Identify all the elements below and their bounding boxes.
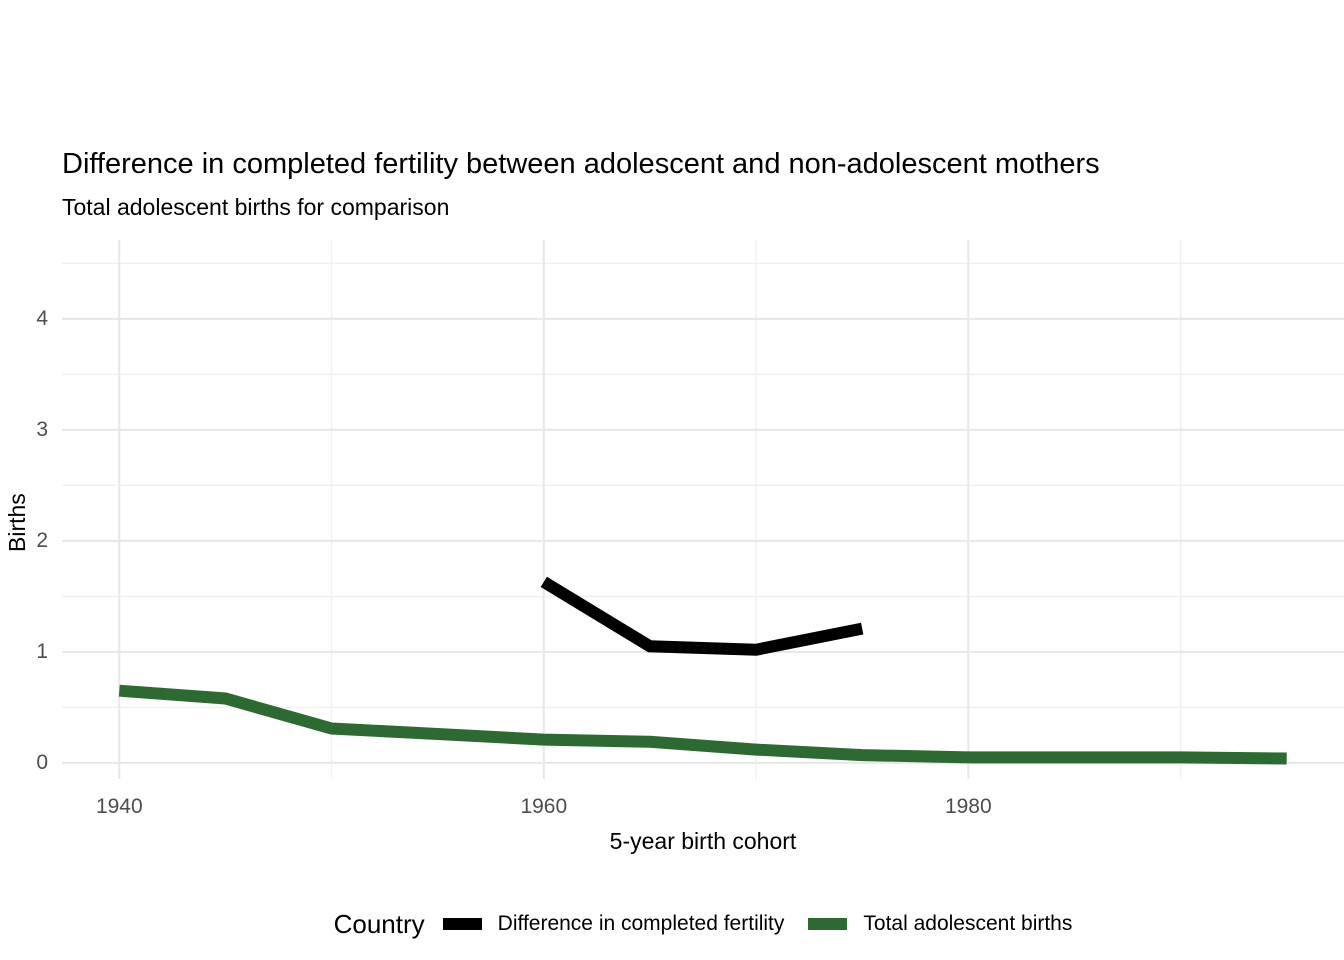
x-tick-label: 1980: [944, 795, 992, 818]
y-tick-label: 0: [36, 750, 48, 774]
legend-label: Total adolescent births: [863, 912, 1073, 935]
y-tick-label: 4: [36, 306, 48, 330]
chart-subtitle: Total adolescent births for comparison: [62, 194, 450, 220]
y-tick-label: 3: [36, 417, 48, 441]
legend-label: Difference in completed fertility: [497, 912, 785, 935]
legend-items: Difference in completed fertility Total a…: [442, 912, 1073, 936]
series-line-total-adolescent-births: [118, 684, 1287, 765]
legend: Country Difference in completed fertilit…: [62, 903, 1344, 945]
y-axis-title: Births: [4, 493, 30, 552]
x-tick-label: 1940: [95, 795, 143, 818]
y-tick-label: 1: [36, 639, 48, 663]
x-tick-label: 1960: [520, 795, 568, 818]
y-tick-label: 2: [36, 528, 48, 552]
legend-key-difference-in-completed-fertility: [442, 918, 482, 930]
x-axis-title: 5-year birth cohort: [609, 828, 797, 854]
series-line-difference-in-completed-fertility: [540, 576, 864, 656]
chart-title: Difference in completed fertility betwee…: [62, 148, 1100, 180]
legend-key-total-adolescent-births: [808, 918, 848, 930]
legend-title: Country: [333, 908, 425, 939]
